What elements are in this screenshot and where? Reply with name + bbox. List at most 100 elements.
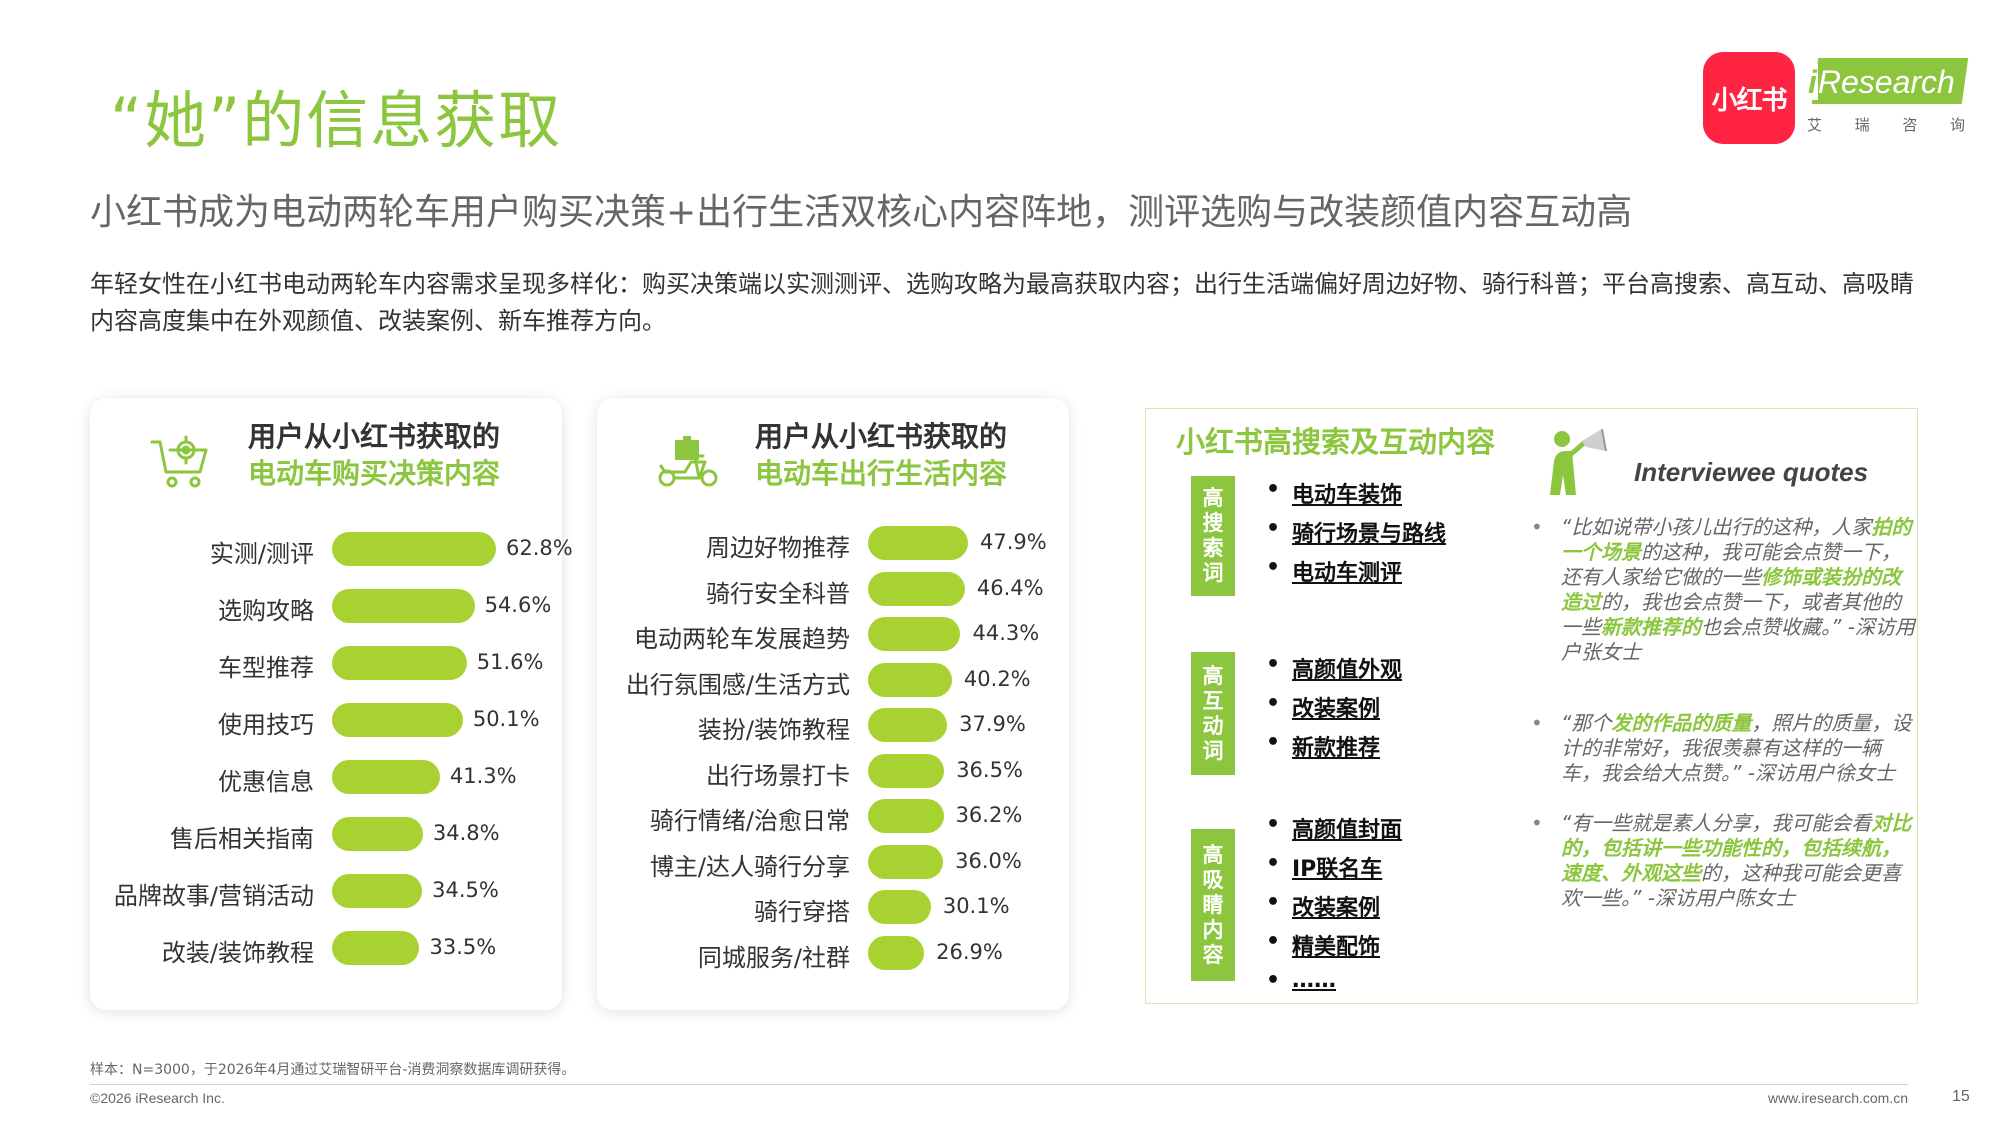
keyword-item: 精美配饰 bbox=[1266, 929, 1402, 968]
bar-value-label: 26.9% bbox=[936, 939, 1003, 964]
page-subtitle: 小红书成为电动两轮车用户购买决策+出行生活双核心内容阵地，测评选购与改装颜值内容… bbox=[90, 192, 1633, 233]
quote-item: • “那个发的作品的质量，照片的质量，设计的非常好，我很羡慕有这样的一辆车，我会… bbox=[1531, 711, 1912, 785]
bar bbox=[332, 532, 496, 566]
purchase-decision-chart-card: 用户从小红书获取的 电动车购买决策内容 实测/测评 62.8% 选购攻略 54.6% 车… bbox=[90, 398, 573, 1010]
bar-row: 车型推荐 51.6% bbox=[90, 644, 562, 682]
iresearch-logo-cn: 艾瑞咨询 bbox=[1807, 116, 1965, 134]
footer-divider bbox=[90, 1084, 1908, 1085]
bar-value-label: 54.6% bbox=[484, 593, 552, 617]
purchase-chart-title: 用户从小红书获取的 电动车购买决策内容 bbox=[248, 420, 501, 490]
keyword-item: 新款推荐 bbox=[1266, 730, 1402, 769]
bar-value-label: 40.2% bbox=[963, 666, 1031, 691]
bar bbox=[868, 844, 944, 879]
keyword-item: 高颜值封面 bbox=[1266, 812, 1402, 851]
travel-lifestyle-chart-card: 用户从小红书获取的 电动车出行生活内容 周边好物推荐 47.9% 骑行安全科普 46.… bbox=[597, 398, 1069, 1010]
bar-category-label: 骑行穿搭 bbox=[754, 898, 850, 926]
page-description: 年轻女性在小红书电动两轮车内容需求呈现多样化：购买决策端以实测测评、选购攻略为最… bbox=[90, 270, 1914, 335]
bar bbox=[868, 662, 952, 697]
bar-category-label: 实测/测评 bbox=[209, 540, 314, 568]
bar-row: 出行场景打卡 36.5% bbox=[597, 752, 1069, 790]
source-note: 样本：N=3000，于2026年4月通过艾瑞智研平台-消费洞察数据库调研获得。 bbox=[90, 1062, 576, 1078]
xiaohongshu-logo: 小红书 bbox=[1703, 52, 1795, 144]
bar-category-label: 改装/装饰教程 bbox=[161, 939, 314, 967]
bar bbox=[332, 589, 475, 623]
megaphone-person-icon bbox=[1550, 428, 1607, 495]
keyword-item: 骑行场景与路线 bbox=[1266, 516, 1446, 555]
bar-row: 周边好物推荐 47.9% bbox=[597, 524, 1069, 562]
bar-value-label: 36.2% bbox=[955, 803, 1023, 827]
keyword-item: 电动车装饰 bbox=[1266, 477, 1446, 516]
quote-item: • “有一些就是素人分享，我可能会看对比的，包括讲一些功能性的，包括续航，速度、… bbox=[1531, 811, 1912, 910]
tag-high-search: 高搜索词 bbox=[1191, 476, 1235, 596]
bar-row: 博主/达人骑行分享 36.0% bbox=[597, 843, 1069, 881]
bar-row: 售后相关指南 34.8% bbox=[90, 815, 562, 853]
bar-row: 使用技巧 50.1% bbox=[90, 701, 562, 739]
keyword-item: 改装案例 bbox=[1266, 890, 1402, 929]
travel-lifestyle-bars: 周边好物推荐 47.9% 骑行安全科普 46.4% 电动两轮车发展趋势 44.3% 出行氛围… bbox=[597, 398, 1069, 1010]
bar-category-label: 售后相关指南 bbox=[170, 825, 314, 853]
high-search-keyword-list: 电动车装饰 骑行场景与路线 电动车测评 bbox=[1266, 477, 1446, 594]
bar bbox=[868, 708, 948, 742]
bar-category-label: 电动两轮车发展趋势 bbox=[634, 625, 850, 653]
tag-high-interaction: 高互动词 bbox=[1191, 652, 1235, 775]
bar bbox=[868, 799, 944, 833]
travel-chart-title: 用户从小红书获取的 电动车出行生活内容 bbox=[755, 420, 1008, 490]
bar-row: 品牌故事/营销活动 34.5% bbox=[90, 872, 562, 910]
bar bbox=[868, 617, 961, 651]
bar-row: 出行氛围感/生活方式 40.2% bbox=[597, 661, 1069, 699]
bar-category-label: 周边好物推荐 bbox=[706, 534, 850, 562]
bar-category-label: 装扮/装饰教程 bbox=[697, 716, 850, 744]
bar-category-label: 优惠信息 bbox=[218, 768, 314, 796]
bar bbox=[868, 526, 968, 560]
bar-value-label: 51.6% bbox=[476, 650, 544, 674]
bar-row: 选购攻略 54.6% bbox=[90, 587, 562, 625]
bar-value-label: 50.1% bbox=[472, 707, 540, 731]
bar-row: 实测/测评 62.8% bbox=[90, 530, 573, 568]
bar bbox=[332, 931, 420, 965]
bar-category-label: 品牌故事/营销活动 bbox=[113, 882, 314, 910]
bar bbox=[332, 760, 440, 794]
shopping-cart-gear-icon bbox=[150, 435, 208, 488]
scooter-delivery-icon bbox=[658, 436, 718, 487]
bar-value-label: 36.0% bbox=[955, 848, 1022, 873]
website-link[interactable]: www.iresearch.com.cn bbox=[1767, 1090, 1908, 1106]
bar-row: 同城服务/社群 26.9% bbox=[597, 934, 1069, 972]
bar-row: 骑行安全科普 46.4% bbox=[597, 570, 1069, 608]
bar-row: 改装/装饰教程 33.5% bbox=[90, 929, 562, 967]
bar-category-label: 出行场景打卡 bbox=[706, 761, 850, 790]
bar-category-label: 骑行情绪/治愈日常 bbox=[649, 807, 850, 835]
bar-value-label: 34.5% bbox=[432, 878, 499, 902]
keyword-item: 改装案例 bbox=[1266, 691, 1402, 730]
bar-value-label: 36.5% bbox=[956, 757, 1023, 782]
bar bbox=[868, 935, 925, 970]
bar-row: 电动两轮车发展趋势 44.3% bbox=[597, 615, 1069, 653]
keyword-item: IP联名车 bbox=[1266, 851, 1402, 890]
keyword-item: 电动车测评 bbox=[1266, 555, 1446, 594]
bar-value-label: 46.4% bbox=[976, 575, 1044, 600]
bar-category-label: 骑行安全科普 bbox=[706, 579, 850, 608]
bar-value-label: 37.9% bbox=[959, 712, 1026, 736]
bar-value-label: 30.1% bbox=[942, 894, 1010, 918]
bar-category-label: 博主/达人骑行分享 bbox=[649, 852, 850, 881]
iresearch-logo-text: iResearch bbox=[1807, 64, 1955, 100]
bar bbox=[332, 817, 423, 851]
bar bbox=[332, 703, 463, 737]
quotes-heading: Interviewee quotes bbox=[1634, 457, 1869, 487]
bar bbox=[868, 571, 965, 606]
bar-value-label: 33.5% bbox=[429, 935, 497, 959]
page-number: 15 bbox=[1952, 1088, 1970, 1105]
bar-row: 装扮/装饰教程 37.9% bbox=[597, 706, 1069, 744]
bar-value-label: 44.3% bbox=[972, 621, 1040, 645]
keyword-item: 高颜值外观 bbox=[1266, 652, 1402, 691]
bar-value-label: 41.3% bbox=[449, 764, 517, 788]
bar-row: 优惠信息 41.3% bbox=[90, 758, 562, 796]
tag-eye-catching-content: 高吸睛内容 bbox=[1191, 829, 1235, 981]
bar bbox=[868, 753, 945, 788]
bar-value-label: 62.8% bbox=[506, 536, 573, 560]
bar-row: 骑行情绪/治愈日常 36.2% bbox=[597, 797, 1069, 835]
high-interaction-keyword-list: 高颜值外观 改装案例 新款推荐 bbox=[1266, 652, 1402, 769]
page-title: “她”的信息获取 bbox=[110, 84, 563, 157]
bar-value-label: 34.8% bbox=[432, 821, 500, 845]
bar-category-label: 选购攻略 bbox=[218, 597, 314, 625]
eye-catching-keyword-list: 高颜值封面 IP联名车 改装案例 精美配饰 …… bbox=[1266, 812, 1402, 1007]
